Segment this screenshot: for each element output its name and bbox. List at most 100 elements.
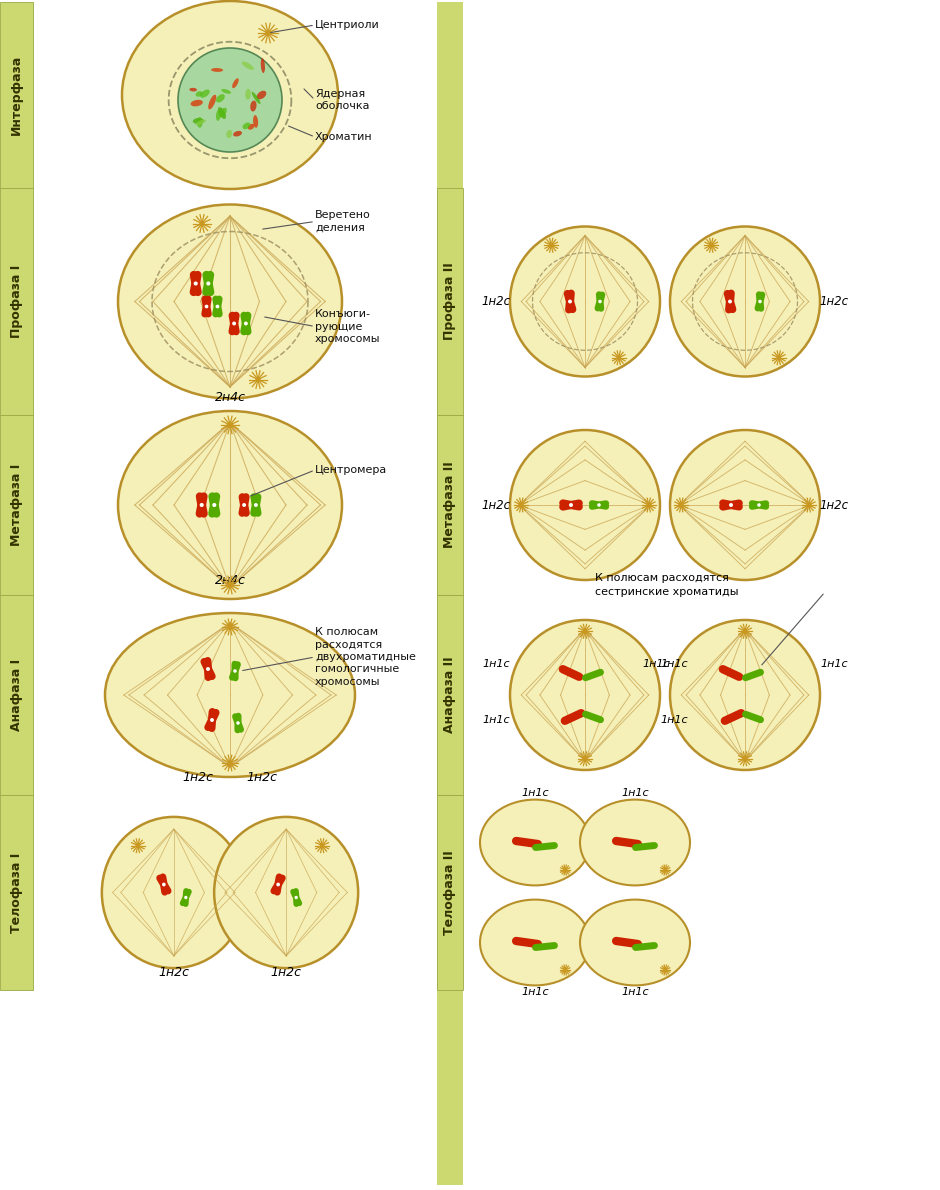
Ellipse shape: [118, 205, 342, 399]
Text: 1н1с: 1н1с: [521, 987, 549, 997]
Text: 1н2с: 1н2с: [246, 771, 277, 784]
Text: 2н4с: 2н4с: [214, 574, 245, 587]
Text: 1н2с: 1н2с: [481, 499, 510, 512]
Ellipse shape: [480, 900, 590, 985]
Circle shape: [266, 31, 270, 36]
Ellipse shape: [245, 89, 251, 100]
Text: Метафаза I: Метафаза I: [10, 464, 23, 546]
Text: Анафаза II: Анафаза II: [444, 657, 457, 733]
FancyBboxPatch shape: [0, 188, 33, 415]
Text: 1н2с: 1н2с: [820, 295, 849, 308]
Text: 1н2с: 1н2с: [820, 499, 849, 512]
Ellipse shape: [105, 613, 355, 777]
Circle shape: [243, 503, 245, 506]
Circle shape: [205, 306, 208, 308]
Circle shape: [163, 883, 165, 885]
Circle shape: [195, 282, 197, 284]
Text: К полюсам
расходятся
двухроматидные
гомологичные
хромосомы: К полюсам расходятся двухроматидные гомо…: [315, 627, 415, 687]
Circle shape: [744, 757, 746, 760]
Text: Интерфаза: Интерфаза: [10, 55, 23, 136]
Text: Конъюги-
рующие
хромосомы: Конъюги- рующие хромосомы: [315, 309, 381, 344]
Ellipse shape: [227, 130, 232, 138]
Text: Профаза II: Профаза II: [444, 263, 457, 340]
Ellipse shape: [216, 109, 221, 121]
Text: Метафаза II: Метафаза II: [444, 462, 457, 549]
Circle shape: [777, 356, 780, 359]
Circle shape: [680, 503, 682, 507]
Ellipse shape: [218, 107, 226, 119]
Circle shape: [665, 869, 666, 871]
Circle shape: [520, 503, 523, 507]
Ellipse shape: [212, 68, 223, 71]
Ellipse shape: [480, 800, 590, 885]
Ellipse shape: [196, 119, 206, 125]
FancyBboxPatch shape: [437, 595, 463, 795]
Text: Веретено
деления: Веретено деления: [315, 211, 370, 233]
Text: Телофаза II: Телофаза II: [444, 850, 457, 935]
FancyBboxPatch shape: [437, 415, 463, 595]
Circle shape: [207, 282, 210, 284]
Text: 2н4с: 2н4с: [214, 390, 245, 403]
Ellipse shape: [252, 92, 260, 104]
Circle shape: [228, 762, 232, 765]
FancyBboxPatch shape: [437, 2, 463, 1185]
Ellipse shape: [216, 94, 225, 102]
Text: 1н1с: 1н1с: [482, 715, 509, 725]
Text: 1н1с: 1н1с: [521, 788, 549, 798]
Circle shape: [564, 869, 566, 871]
Circle shape: [213, 503, 215, 507]
Ellipse shape: [214, 816, 358, 969]
Ellipse shape: [178, 48, 282, 152]
Ellipse shape: [196, 117, 203, 127]
Circle shape: [244, 322, 247, 325]
Ellipse shape: [670, 620, 820, 770]
Circle shape: [599, 300, 601, 302]
Ellipse shape: [248, 124, 255, 130]
Ellipse shape: [260, 58, 265, 73]
Text: Профаза I: Профаза I: [10, 265, 23, 338]
Circle shape: [234, 670, 236, 672]
FancyBboxPatch shape: [0, 595, 33, 795]
Text: Хроматин: Хроматин: [315, 132, 372, 142]
Ellipse shape: [200, 89, 210, 98]
Circle shape: [185, 896, 187, 898]
FancyBboxPatch shape: [0, 795, 33, 990]
Text: 1н1с: 1н1с: [621, 987, 649, 997]
Circle shape: [255, 503, 258, 506]
Text: 1н1с: 1н1с: [821, 659, 848, 669]
Ellipse shape: [232, 79, 239, 88]
Circle shape: [618, 356, 620, 359]
Circle shape: [277, 883, 279, 885]
Circle shape: [295, 896, 297, 898]
Ellipse shape: [196, 92, 202, 96]
Text: К полюсам расходятся
сестринские хроматиды: К полюсам расходятся сестринские хромати…: [595, 574, 739, 596]
FancyBboxPatch shape: [437, 795, 463, 990]
Text: Центриоли: Центриоли: [315, 20, 380, 30]
Ellipse shape: [221, 89, 231, 94]
Circle shape: [228, 625, 232, 628]
Circle shape: [648, 503, 650, 507]
FancyBboxPatch shape: [0, 2, 33, 188]
Circle shape: [729, 503, 732, 506]
Circle shape: [228, 422, 232, 427]
Text: 1н1с: 1н1с: [482, 659, 509, 669]
Circle shape: [744, 630, 746, 633]
Circle shape: [569, 300, 572, 302]
Circle shape: [598, 503, 600, 506]
Circle shape: [728, 300, 731, 302]
Circle shape: [570, 503, 572, 506]
Ellipse shape: [189, 88, 197, 92]
Ellipse shape: [209, 95, 216, 109]
Text: 1н1с: 1н1с: [660, 715, 688, 725]
Text: 1н2с: 1н2с: [271, 966, 302, 979]
Ellipse shape: [191, 100, 203, 106]
Circle shape: [759, 300, 761, 302]
Text: Телофаза I: Телофаза I: [10, 852, 23, 933]
Text: 1н1с: 1н1с: [621, 788, 649, 798]
Text: 1н2с: 1н2с: [158, 966, 189, 979]
Circle shape: [256, 377, 260, 382]
Ellipse shape: [670, 430, 820, 580]
Ellipse shape: [193, 118, 204, 124]
Text: 1н1с: 1н1с: [642, 659, 670, 669]
Text: 1н2с: 1н2с: [182, 771, 213, 784]
